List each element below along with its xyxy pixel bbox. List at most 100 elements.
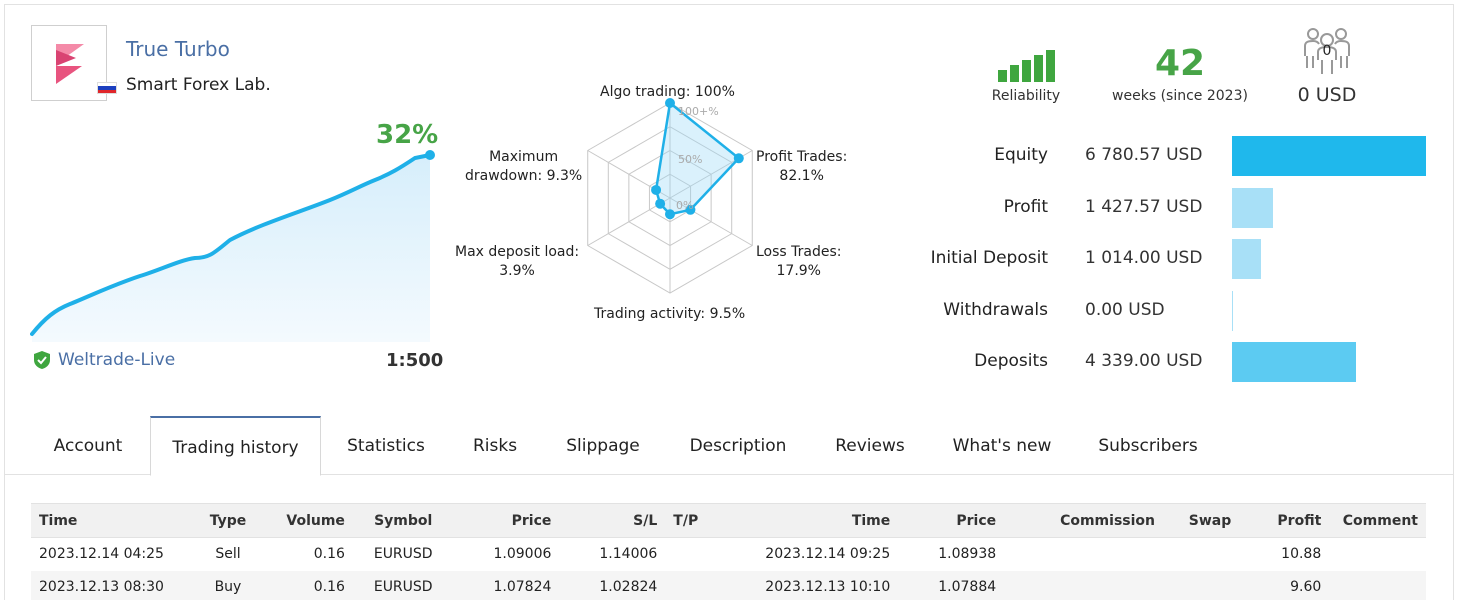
table-cell: 1.07884 (898, 570, 1005, 600)
radar-ring-50-label: 50% (678, 153, 702, 166)
reliability-bar (1045, 50, 1055, 82)
tab-subscribers[interactable]: Subscribers (1098, 436, 1198, 456)
metric-value: 4 339.00 USD (1085, 351, 1203, 371)
radar-label-algo-trading: Algo trading: 100% (600, 84, 735, 100)
column-header[interactable]: Profit (1239, 503, 1330, 538)
tab-trading-history[interactable]: Trading history (150, 416, 321, 476)
russia-flag-icon (97, 82, 117, 94)
table-cell: 1.14006 (599, 546, 658, 563)
column-header[interactable]: Price (453, 503, 560, 538)
reliability-bars-icon (986, 48, 1066, 82)
table-cell (665, 570, 729, 600)
max-deposit-load-value: 3.9% (499, 263, 535, 279)
weeks-value: 42 (1154, 43, 1206, 84)
max-drawdown-title: Maximum (489, 149, 559, 165)
table-cell: 1.07824 (453, 570, 560, 600)
table-body: 2023.12.14 04:25 Sell 0.16 EURUSD 1.09006 1.1… (31, 538, 1426, 600)
table-cell (1163, 538, 1239, 571)
reliability-bar (1021, 60, 1031, 82)
metric-row: Equity 6 780.57 USD (900, 136, 1430, 176)
column-header[interactable]: Price (898, 503, 1005, 538)
author-name[interactable]: Smart Forex Lab. (126, 75, 271, 95)
radar-ring-100-label: 100+% (678, 105, 719, 118)
reliability-label: Reliability (991, 88, 1061, 104)
growth-chart-line (30, 153, 432, 336)
table-cell (1329, 538, 1426, 571)
metric-bar (1232, 187, 1273, 228)
table-cell: 0.16 (266, 570, 353, 600)
column-header[interactable]: Type (189, 503, 267, 538)
growth-chart (30, 150, 435, 342)
tab-reviews[interactable]: Reviews (835, 436, 905, 456)
metric-bar (1232, 136, 1426, 176)
table-cell (1004, 538, 1163, 571)
column-header[interactable]: Time (31, 503, 190, 538)
loss-trades-title: Loss Trades: (756, 244, 842, 260)
radar-grid-spoke (669, 197, 753, 246)
column-header[interactable]: Swap (1163, 503, 1240, 538)
radar-label-trading-activity: Trading activity: 9.5% (594, 306, 746, 322)
radar-label-max-drawdown: Maximum drawdown: 9.3% (465, 148, 582, 186)
growth-percentage: 32% (376, 120, 439, 150)
radar-label-max-deposit-load: Max deposit load: 3.9% (455, 243, 579, 281)
max-deposit-load-title: Max deposit load: (455, 244, 580, 260)
column-header[interactable]: Time (728, 503, 899, 538)
metric-row: Deposits 4 339.00 USD (900, 342, 1430, 382)
radar-grid (587, 102, 753, 294)
metric-value: 1 427.57 USD (1085, 196, 1203, 217)
reliability-bar (1033, 55, 1043, 82)
subscribers-indicator: 0 0 USD (1282, 24, 1372, 106)
table-cell: 0.16 (313, 546, 345, 563)
metric-label: Withdrawals (943, 299, 1048, 320)
broker-name: Weltrade-Live (58, 350, 176, 370)
table-cell: EURUSD (352, 570, 454, 600)
reliability-bar (997, 70, 1007, 82)
tab-description[interactable]: Description (689, 436, 787, 456)
radar-chart-svg: 100+% 50% 0% (587, 98, 753, 294)
table-cell: 2023.12.13 08:30 (31, 570, 190, 600)
metric-value: 0.00 USD (1085, 299, 1165, 320)
column-header[interactable]: Symbol (352, 503, 454, 538)
column-header[interactable]: T/P (665, 503, 729, 538)
column-header[interactable]: S/L (559, 503, 666, 538)
table-cell (1163, 570, 1240, 600)
table-cell: Sell (215, 546, 241, 563)
weeks-indicator: 42 weeks (since 2023) (1100, 42, 1260, 104)
weeks-label: weeks (since 2023) (1112, 88, 1248, 104)
growth-chart-endpoint (425, 150, 435, 160)
reliability-bar (1009, 65, 1019, 82)
profit-trades-value: 82.1% (779, 168, 824, 184)
verified-shield-icon (34, 351, 50, 369)
signal-logo[interactable] (31, 25, 107, 101)
table-header-row: Time Type Volume Symbol Price S/L T/P Time Price… (31, 503, 1426, 538)
signal-name-link[interactable]: True Turbo (126, 37, 230, 61)
radar-value-point (655, 198, 666, 209)
table-cell: 1.02824 (559, 570, 666, 600)
table-cell (665, 538, 729, 571)
max-drawdown-value: drawdown: 9.3% (465, 168, 583, 184)
radar-label-profit-trades: Profit Trades: 82.1% (756, 148, 847, 186)
broker-link[interactable]: Weltrade-Live (33, 350, 175, 370)
radar-value-point (685, 204, 696, 215)
trading-history-table: Time Type Volume Symbol Price S/L T/P Time Price… (31, 503, 1426, 600)
metric-label: Initial Deposit (930, 248, 1048, 268)
radar-chart: 100+% 50% 0% Algo trading: 100% Profit T… (450, 78, 870, 328)
metric-row: Initial Deposit 1 014.00 USD (900, 239, 1430, 279)
subscribers-value: 0 USD (1297, 84, 1357, 106)
tab-statistics[interactable]: Statistics (347, 436, 425, 456)
table-cell: 9.60 (1239, 570, 1330, 600)
metric-label: Equity (994, 145, 1048, 165)
tab-slippage[interactable]: Slippage (566, 436, 640, 456)
tab-account[interactable]: Account (53, 436, 123, 456)
page-frame (4, 4, 1454, 600)
tab-what-s-new[interactable]: What's new (952, 436, 1052, 456)
metric-label: Profit (1003, 196, 1048, 217)
table-row: 2023.12.14 04:25 Sell 0.16 EURUSD 1.09006 1.1… (31, 538, 1426, 571)
column-header[interactable]: Comment (1329, 503, 1426, 538)
tab-risks[interactable]: Risks (472, 436, 518, 456)
subscribers-people-icon: 0 (1304, 28, 1350, 74)
column-header[interactable]: Commission (1004, 503, 1163, 538)
radar-value-points (651, 98, 744, 220)
column-header[interactable]: Volume (266, 503, 353, 538)
table-cell: 10.88 (1281, 546, 1322, 563)
